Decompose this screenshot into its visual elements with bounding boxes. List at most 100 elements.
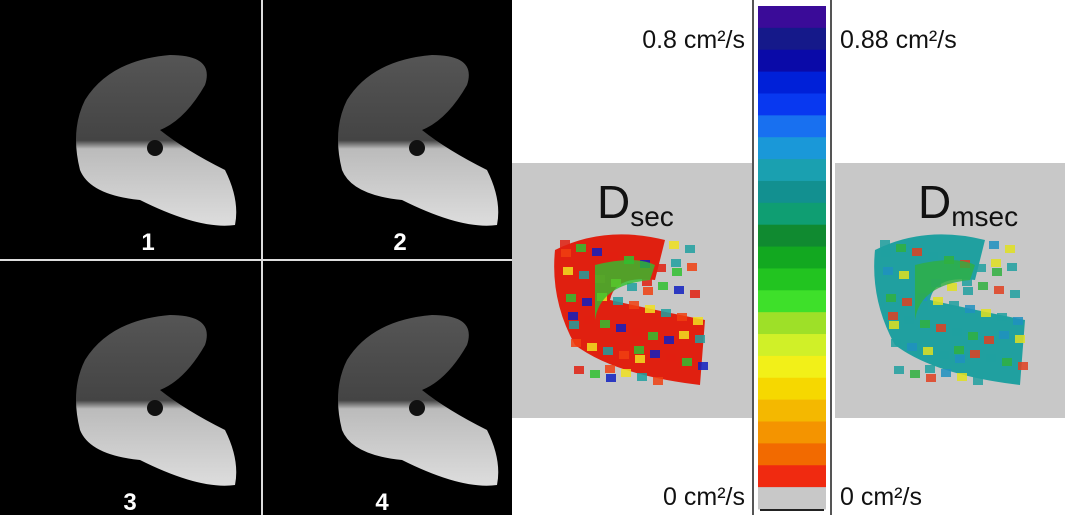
- map-pixel: [598, 302, 608, 310]
- map-pixel: [587, 343, 597, 351]
- map-pixel: [978, 282, 988, 290]
- map-pixel: [613, 297, 623, 305]
- map-pixel: [561, 249, 571, 257]
- mri-slice: [338, 55, 499, 226]
- map-pixel: [627, 283, 637, 291]
- map-pixel: [616, 324, 626, 332]
- map-pixel: [891, 339, 901, 347]
- map-pixel: [635, 355, 645, 363]
- panel-number: 2: [393, 229, 406, 256]
- panel-number: 4: [375, 489, 389, 515]
- colorbar-label: 0 cm²/s: [663, 483, 745, 511]
- map-pixel: [1002, 358, 1012, 366]
- colorbar-step: [758, 115, 826, 138]
- map-pixel: [574, 366, 584, 374]
- mri-slice: [76, 55, 237, 226]
- map-pixel: [672, 268, 682, 276]
- map-pixel: [1018, 362, 1028, 370]
- map-pixel: [621, 369, 631, 377]
- map-pixel: [1010, 290, 1020, 298]
- map-pixel: [563, 267, 573, 275]
- colorbar-step: [758, 465, 826, 488]
- map-pixel: [997, 313, 1007, 321]
- map-pixel: [1015, 335, 1025, 343]
- mri-slice: [338, 315, 499, 486]
- map-pixel: [648, 332, 658, 340]
- map-pixel: [634, 346, 644, 354]
- map-pixel: [600, 320, 610, 328]
- map-pixel: [579, 271, 589, 279]
- colorbar-step: [758, 71, 826, 94]
- diffusion-map: [554, 234, 708, 385]
- map-pixel: [968, 332, 978, 340]
- map-pixel: [698, 362, 708, 370]
- map-pixel: [584, 316, 594, 324]
- cavity: [409, 400, 425, 416]
- map-pixel: [658, 282, 668, 290]
- colorbar-step: [758, 399, 826, 423]
- map-pixel: [994, 286, 1004, 294]
- map-pixel: [569, 321, 579, 329]
- map-pixel: [976, 264, 986, 272]
- cavity: [147, 400, 163, 416]
- map-pixel: [904, 316, 914, 324]
- map-pixel: [941, 369, 951, 377]
- map-pixel: [606, 374, 616, 382]
- map-pixel: [690, 290, 700, 298]
- map-pixel: [687, 263, 697, 271]
- map-pixel: [661, 309, 671, 317]
- map-pixel: [677, 313, 687, 321]
- map-pixel: [957, 373, 967, 381]
- map-pixel: [986, 354, 996, 362]
- map-pixel: [949, 301, 959, 309]
- map-pixel: [571, 339, 581, 347]
- map-pixel: [637, 373, 647, 381]
- map-pixel: [926, 374, 936, 382]
- map-pixel: [1013, 317, 1023, 325]
- map-pixel: [952, 328, 962, 336]
- map-pixel: [881, 249, 891, 257]
- subscript: msec: [951, 201, 1018, 232]
- map-pixel: [624, 256, 634, 264]
- map-pixel: [592, 248, 602, 256]
- colorbar-step: [758, 290, 826, 313]
- colorbar-step: [758, 377, 826, 401]
- map-pixel: [907, 343, 917, 351]
- map-region: [595, 260, 655, 320]
- colorbar-step: [758, 49, 826, 73]
- map-pixel: [886, 294, 896, 302]
- map-pixel: [923, 347, 933, 355]
- map-pixel: [664, 336, 674, 344]
- map-pixel: [671, 259, 681, 267]
- colorbar-step: [758, 421, 826, 444]
- symbol: D: [918, 176, 951, 228]
- map-pixel: [883, 267, 893, 275]
- colorbar-step: [758, 27, 826, 51]
- map-pixel: [888, 312, 898, 320]
- colorbar-step: [758, 6, 826, 29]
- panel-number: 1: [141, 229, 154, 256]
- map-pixel: [880, 240, 890, 248]
- map-pixel: [918, 302, 928, 310]
- map-pixel: [619, 351, 629, 359]
- colorbar-step: [758, 487, 826, 510]
- map-pixel: [936, 324, 946, 332]
- map-pixel: [896, 244, 906, 252]
- colorbar-label: 0.8 cm²/s: [642, 26, 745, 54]
- map-pixel: [605, 365, 615, 373]
- colorbar-step: [758, 93, 826, 116]
- map-pixel: [603, 347, 613, 355]
- map-pixel: [992, 268, 1002, 276]
- map-pixel: [576, 244, 586, 252]
- map-pixel: [629, 301, 639, 309]
- map-pixel: [910, 370, 920, 378]
- map-pixel: [973, 377, 983, 385]
- colorbar-step: [758, 180, 826, 204]
- map-pixel: [1005, 245, 1015, 253]
- map-pixel: [889, 321, 899, 329]
- map-pixel: [899, 271, 909, 279]
- colorbar-step: [758, 443, 826, 466]
- map-pixel: [643, 287, 653, 295]
- map-pixel: [912, 248, 922, 256]
